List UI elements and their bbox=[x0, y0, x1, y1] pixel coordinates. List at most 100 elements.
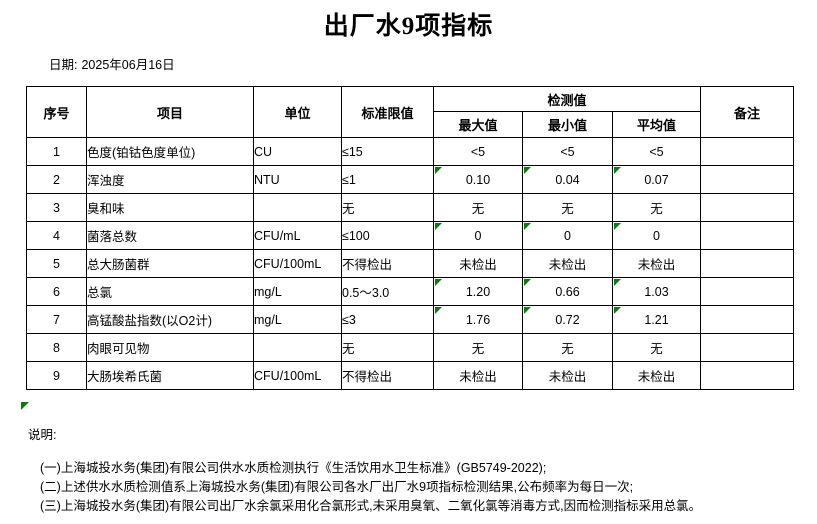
cell-avg: 1.03 bbox=[611, 277, 702, 306]
cell-max: <5 bbox=[433, 137, 523, 166]
cell-min: 0.72 bbox=[522, 305, 613, 334]
cell-avg: 0.07 bbox=[611, 165, 702, 194]
table-row: 5 总大肠菌群 CFU/100mL 不得检出 未检出 未检出 未检出 bbox=[26, 249, 795, 278]
cell-limit: 无 bbox=[341, 333, 434, 362]
header-max-value: 最大值 bbox=[433, 111, 523, 138]
cell-max: 无 bbox=[433, 193, 523, 222]
cell-limit: 0.5～3.0 bbox=[341, 277, 434, 306]
table-row: 8 肉眼可见物无无无无 bbox=[26, 333, 795, 362]
header-min-value: 最小值 bbox=[522, 111, 613, 138]
date-label: 日期: bbox=[49, 58, 78, 72]
cell-unit bbox=[253, 193, 342, 222]
cell-remark bbox=[700, 361, 795, 390]
cell-remark bbox=[700, 305, 795, 334]
cell-seq: 6 bbox=[26, 277, 87, 306]
cell-remark bbox=[700, 165, 795, 194]
table-row: 4 菌落总数 CFU/mL ≤100 0 0 0 bbox=[26, 221, 795, 250]
cell-limit: ≤1 bbox=[341, 165, 434, 194]
date-line: 日期: 2025年06月16日 bbox=[49, 54, 175, 73]
cell-remark bbox=[700, 333, 795, 362]
page-title: 出厂水9项指标 bbox=[323, 13, 494, 40]
header-unit: 单位 bbox=[253, 86, 342, 138]
cell-seq: 1 bbox=[26, 137, 87, 166]
cell-min: <5 bbox=[522, 137, 613, 166]
cell-error-flag-icon bbox=[21, 402, 29, 410]
cell-unit: CFU/100mL bbox=[253, 361, 342, 390]
table-row: 1 色度(铂钴色度单位) CU ≤15 <5 <5 <5 bbox=[26, 137, 795, 166]
cell-item: 色度(铂钴色度单位) bbox=[86, 137, 254, 166]
cell-item: 高锰酸盐指数(以O2计) bbox=[86, 305, 254, 334]
date-value: 2025年06月16日 bbox=[81, 58, 175, 72]
cell-unit: NTU bbox=[253, 165, 342, 194]
cell-seq: 3 bbox=[26, 193, 87, 222]
cell-seq: 4 bbox=[26, 221, 87, 250]
cell-unit: mg/L bbox=[253, 305, 342, 334]
header-item: 项目 bbox=[86, 86, 254, 138]
note-line: (一)上海城投水务(集团)有限公司供水水质检测执行《生活饮用水卫生标准》(GB5… bbox=[40, 461, 547, 475]
cell-avg: 0 bbox=[611, 221, 702, 250]
note-line: (二)上述供水水质检测值系上海城投水务(集团)有限公司各水厂出厂水9项指标检测结… bbox=[40, 480, 634, 494]
cell-item: 肉眼可见物 bbox=[86, 333, 254, 362]
cell-item: 总氯 bbox=[86, 277, 254, 306]
cell-avg: 未检出 bbox=[611, 249, 702, 278]
cell-min: 0.04 bbox=[522, 165, 613, 194]
cell-remark bbox=[700, 249, 795, 278]
cell-max: 0 bbox=[433, 221, 523, 250]
table-row: 7 高锰酸盐指数(以O2计) mg/L ≤3 1.76 0.72 1.21 bbox=[26, 305, 795, 334]
cell-max: 0.10 bbox=[433, 165, 523, 194]
table-header-row-1: 序号 项目 单位 标准限值 检测值 备注 bbox=[26, 86, 795, 138]
cell-avg: <5 bbox=[611, 137, 702, 166]
table-body: 1 色度(铂钴色度单位) CU ≤15 <5 <5 <5 2 浑浊度 NTU ≤1 0.10 0.04 0… bbox=[26, 137, 795, 390]
cell-remark bbox=[700, 137, 795, 166]
note-line: (三)上海城投水务(集团)有限公司出厂水余氯采用化合氯形式,未采用臭氧、二氧化氯… bbox=[40, 499, 702, 513]
table-row: 9 大肠埃希氏菌 CFU/100mL 不得检出 未检出 未检出 未检出 bbox=[26, 361, 795, 390]
water-quality-table: 序号 项目 单位 标准限值 检测值 备注 最大值 最小值 平均值 1 色度(铂钴色… bbox=[26, 86, 795, 390]
cell-max: 未检出 bbox=[433, 361, 523, 390]
table-header-row-2: 最大值 最小值 平均值 bbox=[27, 111, 794, 138]
cell-item: 浑浊度 bbox=[86, 165, 254, 194]
header-standard-limit: 标准限值 bbox=[341, 86, 434, 138]
cell-item: 大肠埃希氏菌 bbox=[86, 361, 254, 390]
cell-remark bbox=[700, 277, 795, 306]
cell-remark bbox=[700, 193, 795, 222]
cell-limit: ≤3 bbox=[341, 305, 434, 334]
cell-remark bbox=[700, 221, 795, 250]
header-avg-value: 平均值 bbox=[611, 111, 702, 138]
cell-max: 未检出 bbox=[433, 249, 523, 278]
cell-avg: 未检出 bbox=[611, 361, 702, 390]
cell-unit: CU bbox=[253, 137, 342, 166]
cell-unit: CFU/100mL bbox=[253, 249, 342, 278]
header-detection-value: 检测值 bbox=[432, 86, 702, 112]
cell-unit: mg/L bbox=[253, 277, 342, 306]
cell-limit: ≤15 bbox=[341, 137, 434, 166]
cell-min: 未检出 bbox=[522, 249, 613, 278]
header-remark: 备注 bbox=[700, 86, 795, 138]
cell-max: 1.76 bbox=[433, 305, 523, 334]
cell-seq: 9 bbox=[26, 361, 87, 390]
cell-avg: 无 bbox=[611, 193, 702, 222]
cell-limit: 无 bbox=[341, 193, 434, 222]
table-row: 3 臭和味无无无无 bbox=[26, 193, 795, 222]
cell-min: 无 bbox=[522, 193, 613, 222]
cell-limit: 不得检出 bbox=[341, 249, 434, 278]
cell-item: 菌落总数 bbox=[86, 221, 254, 250]
cell-unit: CFU/mL bbox=[253, 221, 342, 250]
notes-lines: (一)上海城投水务(集团)有限公司供水水质检测执行《生活饮用水卫生标准》(GB5… bbox=[26, 459, 806, 516]
cell-limit: 不得检出 bbox=[341, 361, 434, 390]
cell-seq: 5 bbox=[26, 249, 87, 278]
notes-section: 说明: (一)上海城投水务(集团)有限公司供水水质检测执行《生活饮用水卫生标准》… bbox=[26, 424, 806, 516]
cell-seq: 8 bbox=[26, 333, 87, 362]
table-row: 2 浑浊度 NTU ≤1 0.10 0.04 0.07 bbox=[26, 165, 795, 194]
cell-min: 0 bbox=[522, 221, 613, 250]
cell-max: 1.20 bbox=[433, 277, 523, 306]
notes-label: 说明: bbox=[28, 428, 57, 442]
cell-seq: 2 bbox=[26, 165, 87, 194]
cell-unit bbox=[253, 333, 342, 362]
cell-max: 无 bbox=[433, 333, 523, 362]
cell-avg: 1.21 bbox=[611, 305, 702, 334]
cell-avg: 无 bbox=[611, 333, 702, 362]
cell-min: 无 bbox=[522, 333, 613, 362]
header-seq: 序号 bbox=[26, 86, 87, 138]
cell-item: 总大肠菌群 bbox=[86, 249, 254, 278]
cell-min: 0.66 bbox=[522, 277, 613, 306]
